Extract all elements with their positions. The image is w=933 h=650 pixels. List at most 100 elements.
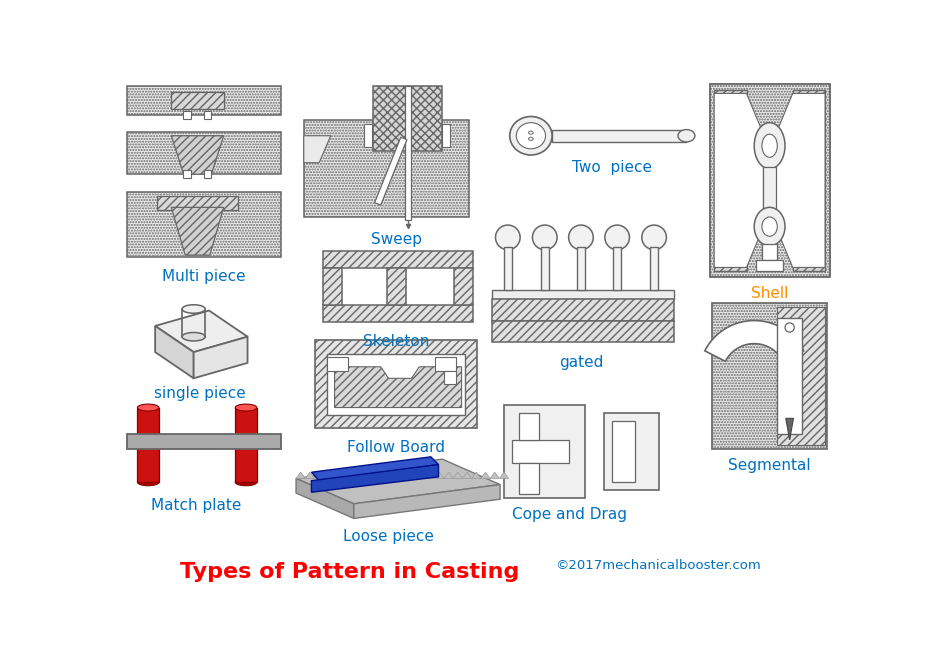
Text: single piece: single piece [154,386,245,401]
Polygon shape [704,320,803,361]
Ellipse shape [516,123,546,149]
Bar [203,111,212,119]
Bar [323,252,473,268]
Polygon shape [155,326,194,378]
Bar [504,405,585,498]
Polygon shape [480,473,490,478]
Ellipse shape [533,225,557,250]
Bar [435,357,456,370]
Ellipse shape [182,333,205,341]
Polygon shape [490,473,499,478]
Bar [504,248,511,290]
Ellipse shape [762,134,777,157]
Bar [777,307,825,445]
Polygon shape [305,473,314,478]
Bar [541,248,549,290]
Bar [315,340,477,428]
Polygon shape [324,473,333,478]
Bar [327,354,466,415]
Text: gated: gated [559,355,603,370]
Bar [762,244,777,260]
Bar [127,434,281,449]
Bar [454,268,473,305]
Ellipse shape [785,323,794,332]
Polygon shape [155,311,247,352]
Polygon shape [304,136,330,162]
Polygon shape [388,473,397,478]
Bar [442,124,450,148]
Bar [756,260,784,270]
Polygon shape [296,473,305,478]
Bar [172,92,224,109]
Bar [520,413,538,440]
Ellipse shape [642,225,666,250]
Bar [158,196,238,210]
Bar [777,318,802,434]
Polygon shape [194,337,247,378]
Text: Shell: Shell [751,286,788,301]
Bar [203,170,212,178]
Bar [183,111,190,119]
Bar [323,305,473,322]
Text: Follow Board: Follow Board [347,440,445,455]
Ellipse shape [568,225,593,250]
Bar [612,421,634,482]
Bar [604,413,660,490]
Bar [387,268,406,305]
Text: ©2017mechanicalbooster.com: ©2017mechanicalbooster.com [555,559,760,572]
Polygon shape [335,367,462,408]
Ellipse shape [605,225,630,250]
Bar [650,248,658,290]
Bar [137,408,159,482]
Text: Types of Pattern in Casting: Types of Pattern in Casting [180,562,520,582]
Polygon shape [786,419,793,440]
Bar [763,167,775,229]
Ellipse shape [235,404,257,411]
Ellipse shape [137,479,159,486]
Ellipse shape [762,217,777,236]
Polygon shape [370,473,379,478]
Polygon shape [407,473,416,478]
Polygon shape [352,473,361,478]
Bar [235,408,257,482]
Polygon shape [775,94,825,267]
Text: Sweep: Sweep [370,232,422,247]
Bar [493,299,675,320]
Bar [127,86,281,115]
Polygon shape [361,473,370,478]
Polygon shape [499,473,508,478]
Polygon shape [296,478,354,519]
Bar [520,463,538,494]
Ellipse shape [235,479,257,486]
Ellipse shape [678,129,695,142]
Text: Multi piece: Multi piece [161,269,245,284]
Bar [714,90,746,270]
Ellipse shape [509,116,552,155]
Bar [364,124,371,148]
Polygon shape [453,473,463,478]
Bar [304,120,469,216]
Text: Segmental: Segmental [729,458,811,473]
Polygon shape [312,465,439,492]
Polygon shape [172,136,224,174]
Polygon shape [374,137,407,205]
Polygon shape [444,473,453,478]
Polygon shape [397,473,407,478]
Polygon shape [333,473,342,478]
Polygon shape [312,457,439,481]
Bar [712,303,828,449]
Bar [183,170,190,178]
Bar [127,192,281,257]
Ellipse shape [137,404,159,411]
Text: Cope and Drag: Cope and Drag [512,507,627,522]
Bar [511,440,569,463]
Bar [444,370,456,384]
Bar [327,357,348,370]
Polygon shape [296,459,500,504]
Bar [493,290,675,299]
Polygon shape [471,473,480,478]
Polygon shape [463,473,471,478]
Polygon shape [354,484,500,519]
Text: Two  piece: Two piece [572,161,652,176]
Bar [551,129,687,142]
